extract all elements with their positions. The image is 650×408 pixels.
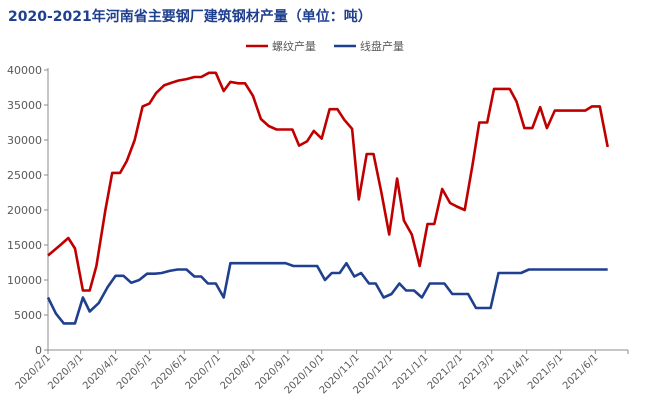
y-tick-label: 15000 bbox=[7, 239, 42, 252]
series-line-rebar bbox=[47, 71, 609, 292]
y-tick-label: 35000 bbox=[7, 99, 42, 112]
x-tick-label: 2021/4/1 bbox=[492, 352, 532, 392]
chart-title: 2020-2021年河南省主要钢厂建筑钢材产量（单位：吨） bbox=[8, 9, 372, 25]
x-tick-label: 2021/6/1 bbox=[561, 352, 601, 392]
x-tick-label: 2020/3/1 bbox=[46, 352, 86, 392]
x-tick-label: 2021/5/1 bbox=[526, 352, 566, 392]
x-tick-label: 2021/1/1 bbox=[391, 352, 431, 392]
legend-label: 螺纹产量 bbox=[272, 39, 316, 53]
x-tick-label: 2020/5/1 bbox=[115, 352, 155, 392]
y-tick-label: 0 bbox=[35, 344, 42, 357]
x-tick-label: 2020/6/1 bbox=[150, 352, 190, 392]
y-tick-label: 25000 bbox=[7, 169, 42, 182]
y-tick-label: 30000 bbox=[7, 134, 42, 147]
y-tick-label: 5000 bbox=[14, 309, 42, 322]
y-tick-label: 10000 bbox=[7, 274, 42, 287]
x-tick-label: 2020/8/1 bbox=[219, 352, 259, 392]
x-tick-label: 2020/7/1 bbox=[184, 352, 224, 392]
y-tick-label: 40000 bbox=[7, 64, 42, 77]
y-tick-label: 20000 bbox=[7, 204, 42, 217]
series-line-wire-rod bbox=[46, 261, 608, 325]
x-tick-label: 2020/4/1 bbox=[81, 352, 121, 392]
legend-label: 线盘产量 bbox=[360, 39, 404, 53]
